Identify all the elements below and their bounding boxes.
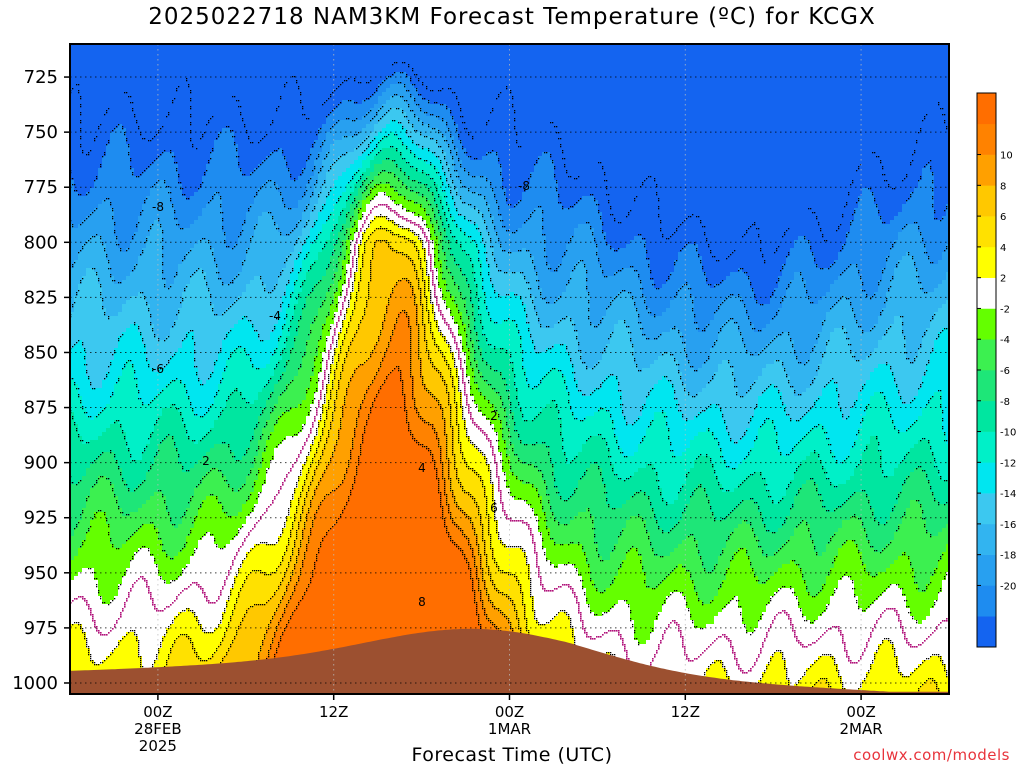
- y-tick-label: 1000: [12, 673, 58, 694]
- contour-label: 6: [490, 501, 498, 515]
- x-tick-label: 12Z: [671, 703, 700, 721]
- colorbar: -20 -18 -16 -14 -12 -10 -8 -6 -4 -2 2 4 6 8 10: [977, 93, 1016, 647]
- y-tick-label: 775: [24, 177, 58, 198]
- x-tick-label: 2MAR: [840, 720, 883, 738]
- y-tick-label: 850: [24, 342, 58, 363]
- colorbar-tick-label: -18: [1000, 551, 1016, 562]
- y-tick-label: 975: [24, 618, 58, 639]
- y-tick-label: 950: [24, 563, 58, 584]
- colorbar-swatch: [977, 278, 996, 309]
- colorbar-swatch: [977, 493, 996, 524]
- contour-label: -6: [152, 362, 164, 376]
- y-tick-label: 725: [24, 67, 58, 88]
- colorbar-tick-label: 8: [1000, 181, 1006, 192]
- colorbar-tick-label: -8: [1000, 397, 1010, 408]
- colorbar-tick-label: 4: [1000, 243, 1006, 254]
- contour-label: -8: [518, 179, 530, 193]
- colorbar-swatch: [977, 462, 996, 493]
- y-tick-label: 875: [24, 398, 58, 419]
- colorbar-tick-label: 6: [1000, 212, 1006, 223]
- colorbar-swatch: [977, 585, 996, 616]
- colorbar-swatch: [977, 616, 996, 647]
- colorbar-swatch: [977, 216, 996, 247]
- colorbar-tick-label: -20: [1000, 581, 1016, 592]
- colorbar-swatch: [977, 185, 996, 216]
- source-credit[interactable]: coolwx.com/models: [853, 746, 1010, 764]
- colorbar-tick-label: -4: [1000, 335, 1010, 346]
- colorbar-swatch: [977, 370, 996, 401]
- colorbar-swatch: [977, 432, 996, 463]
- x-tick-label: 12Z: [319, 703, 348, 721]
- contour-label: -4: [269, 309, 281, 323]
- contour-label: 8: [418, 595, 426, 609]
- colorbar-tick-label: -2: [1000, 304, 1010, 315]
- colorbar-tick-label: -12: [1000, 458, 1016, 469]
- y-tick-label: 750: [24, 122, 58, 143]
- contour-label: 2: [490, 409, 498, 423]
- colorbar-swatch: [977, 524, 996, 555]
- colorbar-swatch: [977, 93, 996, 124]
- colorbar-swatch: [977, 124, 996, 155]
- y-tick-label: 800: [24, 232, 58, 253]
- colorbar-tick-label: 2: [1000, 274, 1006, 285]
- y-tick-label: 900: [24, 453, 58, 474]
- colorbar-swatch: [977, 155, 996, 186]
- colorbar-swatch: [977, 401, 996, 432]
- x-tick-label: 00Z: [143, 703, 172, 721]
- colorbar-tick-label: 10: [1000, 151, 1013, 162]
- x-tick-label: 1MAR: [488, 720, 531, 738]
- contour-label: 4: [418, 461, 426, 475]
- colorbar-tick-label: -14: [1000, 489, 1016, 500]
- y-tick-label: 825: [24, 287, 58, 308]
- colorbar-tick-label: -16: [1000, 520, 1016, 531]
- contour-label: -8: [152, 200, 164, 214]
- colorbar-tick-label: -6: [1000, 366, 1010, 377]
- x-tick-label: 00Z: [846, 703, 875, 721]
- colorbar-swatch: [977, 247, 996, 278]
- x-tick-label: 00Z: [495, 703, 524, 721]
- y-tick-label: 925: [24, 508, 58, 529]
- colorbar-swatch: [977, 339, 996, 370]
- x-tick-label: 28FEB: [134, 720, 181, 738]
- colorbar-tick-label: -10: [1000, 428, 1016, 439]
- colorbar-swatch: [977, 308, 996, 339]
- colorbar-swatch: [977, 555, 996, 586]
- contour-label: 2: [202, 454, 210, 468]
